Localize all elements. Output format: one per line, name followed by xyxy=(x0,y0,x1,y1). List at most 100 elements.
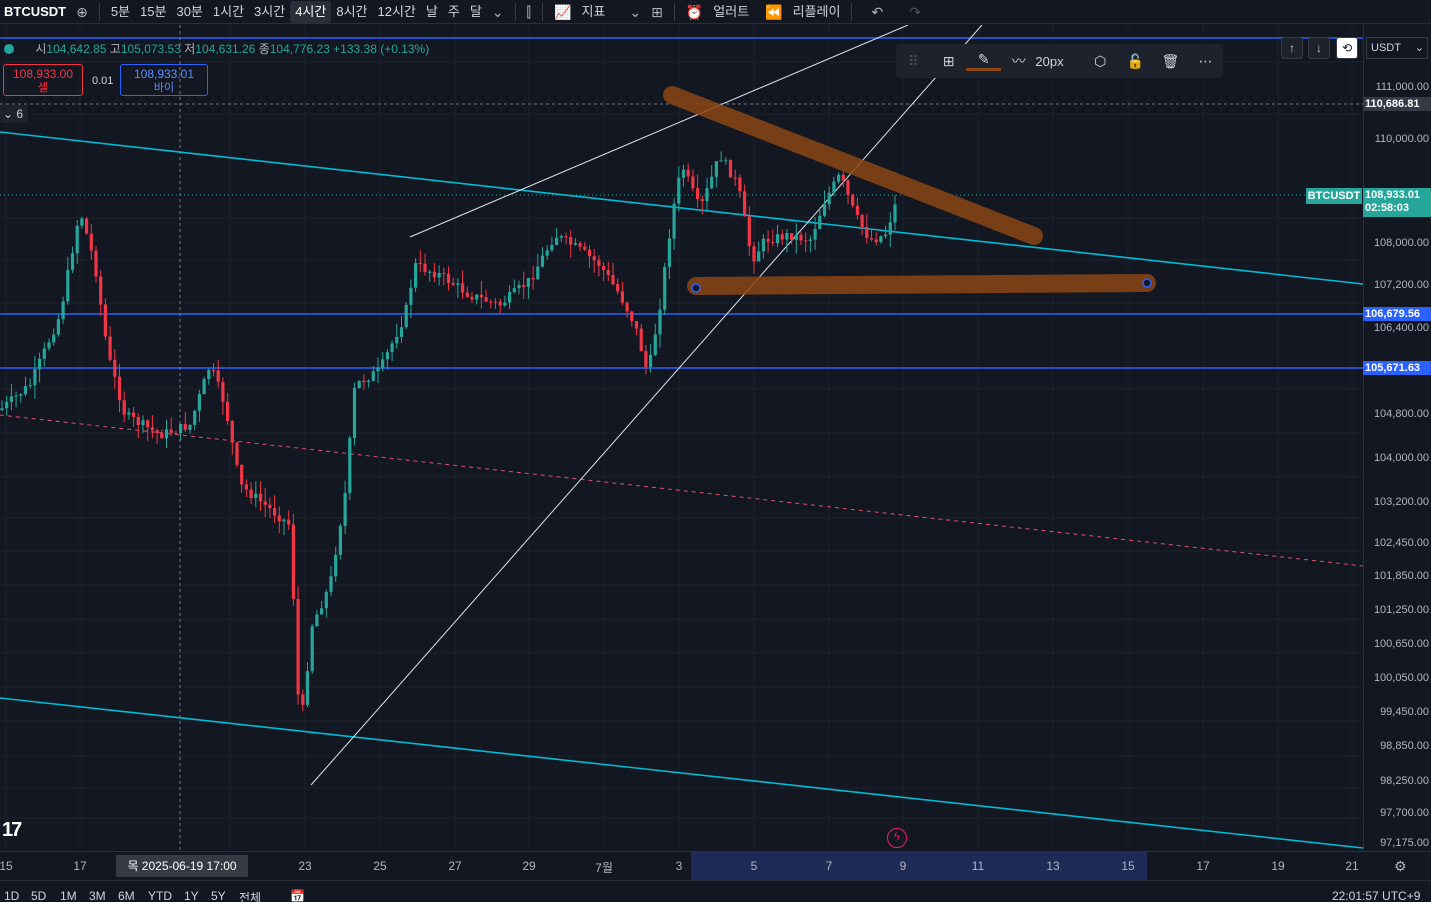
candle-up xyxy=(663,267,667,310)
candle-down xyxy=(216,370,220,382)
candle-down xyxy=(531,278,535,280)
candle-up xyxy=(141,420,145,425)
candle-down xyxy=(146,420,150,428)
tradingview-logo-icon[interactable]: 17 xyxy=(2,819,22,841)
range-3m[interactable]: 3M xyxy=(89,889,106,902)
interval-1h[interactable]: 1시간 xyxy=(212,3,245,19)
range-5y[interactable]: 5Y xyxy=(211,889,226,902)
lock-icon[interactable]: 🔓 xyxy=(1126,52,1144,69)
settings-hex-icon[interactable]: ⬡ xyxy=(1094,52,1107,69)
candle-down xyxy=(569,237,573,245)
candle-up xyxy=(649,355,653,367)
interval-30m[interactable]: 30분 xyxy=(176,3,203,19)
auto-scale-icon[interactable]: ⟲ xyxy=(1336,37,1358,59)
plus-circle-icon[interactable]: ⊕ xyxy=(76,3,88,20)
interval-12h[interactable]: 12시간 xyxy=(377,3,416,19)
price-tick: 107,200.00 xyxy=(1373,279,1429,291)
candle-up xyxy=(320,608,324,615)
sell-button[interactable]: 108,933.00 셀 xyxy=(3,64,83,96)
ohlc-change: +133.38 (+0.13%) xyxy=(333,42,430,56)
flash-news-icon[interactable]: ϟ xyxy=(887,828,907,848)
candle-up xyxy=(80,218,84,226)
candle-type-icon[interactable]: ⫿ xyxy=(526,3,532,20)
sell-label: 셀 xyxy=(37,82,49,94)
range-all[interactable]: 전체 xyxy=(239,891,262,902)
candle-down xyxy=(273,508,277,516)
range-ytd[interactable]: YTD xyxy=(148,889,172,902)
redo-icon[interactable]: ↷ xyxy=(909,3,921,20)
bar-countdown: 02:58:03 xyxy=(1365,202,1410,214)
layout-grid-icon[interactable]: ⊞ xyxy=(651,3,663,20)
candle-down xyxy=(851,194,855,206)
scroll-down-icon[interactable]: ↓ xyxy=(1308,37,1330,59)
chevron-down-icon[interactable]: ⌄ xyxy=(491,3,504,20)
undo-icon[interactable]: ↶ xyxy=(871,3,884,20)
currency-select[interactable]: USDT ⌄ xyxy=(1366,37,1428,59)
range-1y[interactable]: 1Y xyxy=(184,889,199,902)
range-5d[interactable]: 5D xyxy=(31,889,47,902)
more-icon[interactable]: ⋯ xyxy=(1198,52,1213,69)
alert-button[interactable]: 얼러트 xyxy=(713,3,750,19)
range-1m[interactable]: 1M xyxy=(60,889,77,902)
price-tick: 110,000.00 xyxy=(1374,133,1429,145)
alert-clock-icon[interactable]: ⏰ xyxy=(685,3,704,20)
candle-up xyxy=(193,410,197,425)
interval-day[interactable]: 날 xyxy=(425,3,438,19)
candle-down xyxy=(122,400,126,415)
candle-down xyxy=(625,302,629,312)
indicator-collapse-toggle[interactable]: ⌄ 6 xyxy=(0,105,28,123)
stroke-width-select[interactable]: 20px xyxy=(1035,53,1064,69)
chevron-down-icon[interactable]: ⌄ xyxy=(629,3,642,20)
candle-up xyxy=(197,394,201,411)
symbol-search[interactable]: BTCUSDT xyxy=(4,3,67,19)
candle-up xyxy=(334,554,338,577)
gear-icon[interactable]: ⚙ xyxy=(1394,858,1407,874)
drag-handle-icon[interactable]: ⠿ xyxy=(908,52,919,69)
price-tick: 98,250.00 xyxy=(1380,775,1429,787)
candle-down xyxy=(263,501,267,505)
range-6m[interactable]: 6M xyxy=(118,889,135,902)
candle-down xyxy=(113,359,117,377)
time-tick: 27 xyxy=(448,859,462,873)
chart-pane[interactable] xyxy=(0,25,1363,851)
replay-button[interactable]: 리플레이 xyxy=(792,3,841,19)
scroll-up-icon[interactable]: ↑ xyxy=(1281,37,1303,59)
indicators-icon[interactable]: 📈 xyxy=(554,3,572,20)
candle-down xyxy=(150,427,154,431)
candle-down xyxy=(799,234,803,241)
candle-down xyxy=(865,226,869,239)
candle-down xyxy=(442,272,446,274)
candle-down xyxy=(696,188,700,200)
interval-5m[interactable]: 5분 xyxy=(110,3,131,19)
trash-icon[interactable]: 🗑 xyxy=(1161,52,1180,69)
candle-up xyxy=(348,438,352,494)
time-axis[interactable]: 15 17 23 25 27 29 7월 3 5 7 9 11 13 15 17… xyxy=(0,851,1431,880)
pencil-color-icon[interactable]: ✎ xyxy=(966,51,1002,71)
time-tick: 21 xyxy=(1345,859,1359,873)
candle-up xyxy=(385,352,389,360)
interval-4h[interactable]: 4시간 xyxy=(290,0,332,23)
channel-mid-dashed-line xyxy=(0,414,1363,567)
interval-8h[interactable]: 8시간 xyxy=(336,3,368,19)
indicators-button[interactable]: 지표 xyxy=(581,3,606,19)
candle-up xyxy=(818,215,822,229)
interval-3h[interactable]: 3시간 xyxy=(254,3,286,19)
chart-canvas[interactable] xyxy=(0,25,1363,851)
hline-price-label-2: 105,671.63 xyxy=(1363,361,1431,375)
candle-down xyxy=(432,271,436,278)
calendar-icon[interactable]: 📅 xyxy=(290,889,305,902)
interval-week[interactable]: 주 xyxy=(447,3,460,19)
buy-button[interactable]: 108,933.01 바이 xyxy=(120,64,208,96)
clock-timezone[interactable]: 22:01:57 UTC+9 xyxy=(1332,889,1421,902)
interval-15m[interactable]: 15분 xyxy=(140,3,167,19)
price-tick: 111,000.00 xyxy=(1375,81,1429,93)
price-scale[interactable]: 111,000.00 110,000.00 108,000.00 107,200… xyxy=(1363,25,1431,851)
range-1d[interactable]: 1D xyxy=(4,889,20,902)
brush-stroke-icon[interactable]: 〰 xyxy=(1011,53,1026,69)
interval-month[interactable]: 달 xyxy=(469,3,482,19)
candle-up xyxy=(9,396,13,402)
replay-icon[interactable]: ⏪ xyxy=(765,3,783,20)
candle-up xyxy=(475,294,479,300)
price-tick: 106,400.00 xyxy=(1373,322,1429,334)
template-grid-icon[interactable]: ⊞ xyxy=(942,52,955,69)
